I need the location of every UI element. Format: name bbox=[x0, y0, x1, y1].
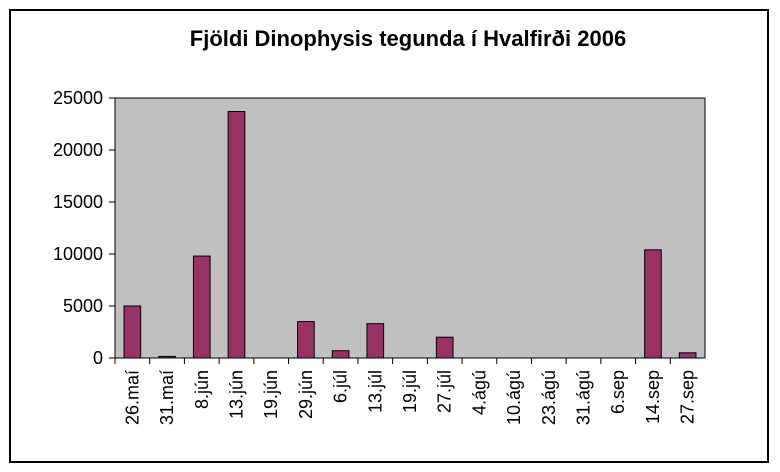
x-tick-label: 27.júl bbox=[435, 370, 455, 413]
x-tick-label: 6.sep bbox=[608, 370, 628, 414]
bar bbox=[366, 323, 385, 359]
x-tick-label: 26.maí bbox=[122, 370, 142, 425]
x-tick-label: 13.jún bbox=[226, 370, 246, 419]
y-tick-label: 20000 bbox=[53, 140, 103, 160]
x-tick-label: 13.júl bbox=[365, 370, 385, 413]
x-tick-label: 29.jún bbox=[296, 370, 316, 419]
y-tick-label: 25000 bbox=[53, 88, 103, 108]
chart-title: Fjöldi Dinophysis tegunda í Hvalfirði 20… bbox=[190, 26, 626, 51]
x-tick-label: 4.ágú bbox=[469, 370, 489, 415]
y-tick-label: 5000 bbox=[63, 296, 103, 316]
bar bbox=[227, 111, 246, 359]
bar bbox=[678, 352, 697, 359]
x-tick-label: 6.júl bbox=[331, 370, 351, 403]
bar bbox=[297, 321, 315, 359]
x-tick-label: 23.ágú bbox=[539, 370, 559, 425]
x-tick-label: 27.sep bbox=[678, 370, 698, 424]
x-tick-label: 31.maí bbox=[157, 370, 177, 425]
x-tick-label: 19.jún bbox=[261, 370, 281, 419]
x-tick-label: 10.ágú bbox=[504, 370, 524, 425]
x-tick-label: 14.sep bbox=[643, 370, 663, 424]
x-tick-label: 31.ágú bbox=[574, 370, 594, 425]
x-tick-label: 8.jún bbox=[192, 370, 212, 409]
bar bbox=[331, 350, 350, 359]
x-tick-label: 19.júl bbox=[400, 370, 420, 413]
y-tick-label: 10000 bbox=[53, 244, 103, 264]
bar bbox=[644, 249, 662, 359]
bar bbox=[123, 305, 142, 359]
y-tick-label: 15000 bbox=[53, 192, 103, 212]
bar bbox=[192, 255, 211, 359]
y-tick-label: 0 bbox=[93, 348, 103, 368]
plot-area bbox=[114, 97, 706, 359]
bar bbox=[435, 336, 454, 359]
bar bbox=[158, 355, 176, 359]
